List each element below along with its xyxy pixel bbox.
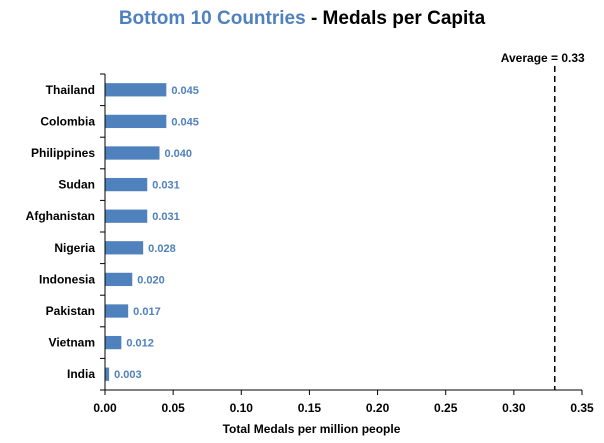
data-label: 0.003 [114, 369, 142, 381]
data-label: 0.045 [171, 85, 199, 97]
data-label: 0.012 [126, 338, 154, 350]
category-label: Pakistan [46, 304, 95, 318]
x-tick-label: 0.15 [298, 401, 322, 415]
category-label: India [67, 367, 95, 381]
x-tick-label: 0.05 [161, 401, 185, 415]
category-label: Afghanistan [26, 209, 95, 223]
data-label: 0.031 [152, 180, 180, 192]
category-label: Philippines [31, 146, 95, 160]
bar [105, 209, 148, 223]
chart-title-rest: - Medals per Capita [305, 8, 486, 29]
x-tick-label: 0.10 [230, 401, 254, 415]
category-label: Vietnam [49, 336, 95, 350]
data-label: 0.020 [137, 274, 165, 286]
data-label: 0.028 [148, 243, 176, 255]
bar [105, 304, 129, 318]
x-tick-label: 0.25 [434, 401, 458, 415]
bar [105, 177, 148, 192]
bar [105, 367, 110, 381]
data-label: 0.045 [171, 116, 199, 128]
average-reference-label: Average = 0.33 [501, 51, 585, 65]
bar [105, 335, 122, 350]
category-label: Colombia [40, 114, 95, 128]
category-label: Thailand [46, 83, 95, 97]
data-label: 0.017 [133, 306, 161, 318]
bar [105, 83, 167, 97]
x-tick-label: 0.30 [502, 401, 526, 415]
bar [105, 272, 133, 287]
data-label: 0.031 [152, 211, 180, 223]
category-label: Nigeria [54, 241, 95, 255]
x-tick-label: 0.35 [570, 401, 594, 415]
bar [105, 146, 160, 160]
category-label: Indonesia [39, 272, 95, 286]
bar [105, 114, 167, 129]
x-axis-label: Total Medals per million people [223, 422, 401, 436]
data-label: 0.040 [165, 148, 193, 160]
chart-title-highlight: Bottom 10 Countries [118, 8, 306, 29]
x-tick-label: 0.00 [93, 401, 117, 415]
category-label: Sudan [58, 178, 95, 192]
x-tick-label: 0.20 [366, 401, 390, 415]
chart-title: Bottom 10 Countries - Medals per Capita [0, 8, 604, 30]
bar [105, 241, 144, 255]
